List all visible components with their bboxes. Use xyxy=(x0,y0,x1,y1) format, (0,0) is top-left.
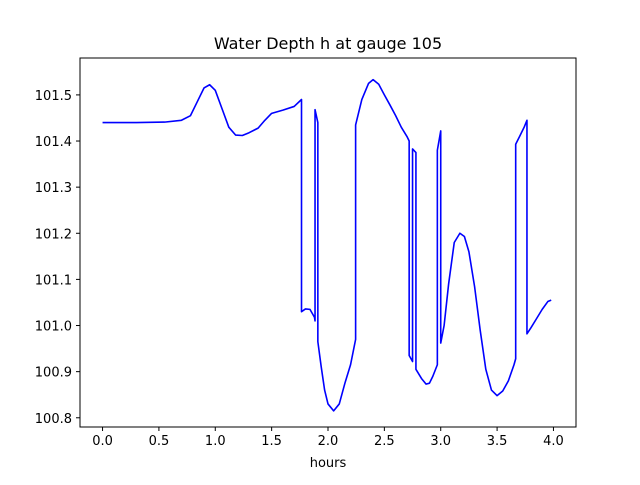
plot-area xyxy=(80,58,576,427)
x-tick-label: 3.5 xyxy=(487,434,508,449)
y-tick-label: 100.8 xyxy=(35,412,72,427)
x-tick-label: 2.0 xyxy=(318,434,339,449)
x-tick-label: 0.5 xyxy=(149,434,170,449)
x-axis-label: hours xyxy=(310,456,347,471)
tick-layer: 0.0 0.5 1.0 1.5 2.0 2.5 3.0 3.5 4.0 100.8 100.9 101… xyxy=(35,89,564,449)
plot-frame xyxy=(79,57,577,428)
y-tick-label: 101.4 xyxy=(35,135,72,150)
y-tick-label: 101.1 xyxy=(35,273,72,288)
series-layer xyxy=(102,78,552,412)
y-tick-label: 101.5 xyxy=(35,89,72,104)
x-tick-label: 0.0 xyxy=(92,434,113,449)
y-tick-label: 101.2 xyxy=(35,227,72,242)
y-tick-label: 100.9 xyxy=(35,366,72,381)
y-tick-label: 101.0 xyxy=(35,320,72,335)
x-tick-label: 3.0 xyxy=(430,434,451,449)
series-line xyxy=(102,78,552,412)
y-tick-label: 101.3 xyxy=(35,181,72,196)
x-tick-label: 2.5 xyxy=(374,434,395,449)
chart-title: Water Depth h at gauge 105 xyxy=(214,34,442,53)
x-tick-label: 4.0 xyxy=(543,434,564,449)
x-tick-label: 1.0 xyxy=(205,434,226,449)
x-tick-label: 1.5 xyxy=(261,434,282,449)
